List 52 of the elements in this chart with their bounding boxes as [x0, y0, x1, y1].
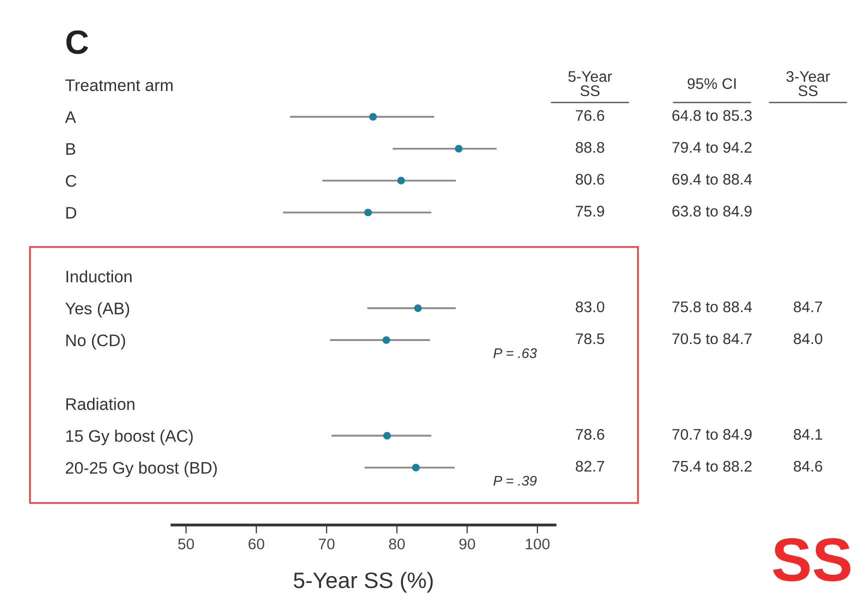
text: 64.8 to 85.3: [672, 110, 752, 121]
x-tick-label: 60: [248, 538, 264, 550]
data-label: 78.5: [576, 333, 604, 344]
text: 70.7 to 84.9: [672, 428, 752, 440]
point: [454, 144, 463, 153]
x-tick-label: 90: [459, 538, 476, 550]
text: 75.4 to 88.2: [672, 460, 752, 472]
point: [382, 336, 390, 344]
point: [369, 113, 377, 121]
point: [412, 464, 420, 472]
text: 84.0: [794, 333, 822, 344]
text: 75.8 to 88.4: [672, 301, 752, 312]
x-tick-label: 50: [178, 538, 194, 550]
annotation: P = .63: [493, 348, 537, 358]
text: 95% CI: [688, 78, 736, 90]
text: 63.8 to 84.9: [672, 206, 752, 217]
y-tick-label: Treatment arm: [65, 80, 173, 92]
y-tick-label: A: [65, 111, 76, 123]
data-label: 75.9: [576, 206, 604, 217]
x-tick-label: 70: [318, 538, 335, 550]
y-tick-label: D: [66, 207, 76, 219]
y-tick-label: 20-25 Gy boost (BD): [66, 462, 217, 478]
data-label: 80.6: [576, 174, 604, 185]
point: [414, 304, 422, 312]
text: 79.4 to 94.2: [672, 142, 752, 153]
text: 3-Year SS: [786, 71, 830, 96]
data-label: 83.0: [576, 301, 604, 312]
y-tick-label: Radiation: [66, 398, 134, 410]
text: 84.7: [794, 301, 822, 312]
x-tick-label: 100: [526, 538, 550, 550]
y-tick-label: Induction: [66, 270, 132, 282]
point: [397, 176, 405, 184]
text: 5-Year SS: [568, 71, 612, 96]
y-tick-label: C: [66, 175, 76, 187]
y-tick-label: B: [66, 143, 76, 155]
data-label: 78.6: [576, 428, 604, 440]
text: SS: [772, 538, 850, 582]
point: [383, 432, 391, 440]
y-tick-label: Yes (AB): [65, 302, 130, 318]
x-tick-label: 80: [389, 538, 405, 550]
annotation: P = .39: [493, 476, 537, 486]
y-tick-label: 15 Gy boost (AC): [66, 430, 193, 446]
data-label: 88.8: [576, 142, 604, 153]
x-axis-title: 5-Year SS (%): [294, 572, 433, 593]
text: 69.4 to 88.4: [672, 174, 752, 185]
data-label: 82.7: [576, 460, 604, 472]
data-label: 76.6: [576, 110, 604, 121]
text: 84.6: [794, 460, 822, 472]
text: 70.5 to 84.7: [672, 333, 752, 344]
point: [364, 208, 372, 216]
y-tick-label: No (CD): [66, 334, 126, 350]
text: 84.1: [794, 428, 822, 440]
